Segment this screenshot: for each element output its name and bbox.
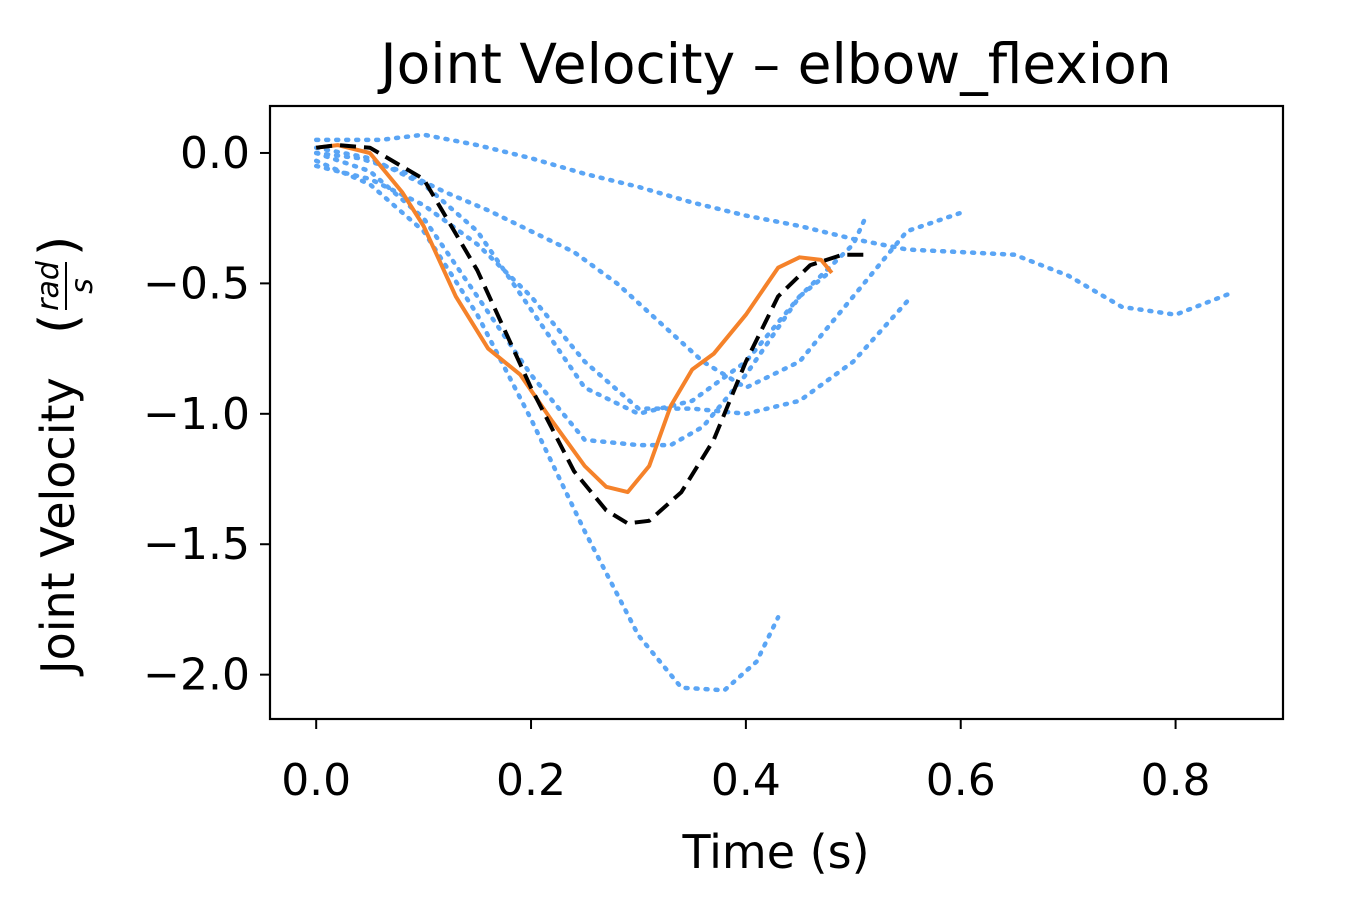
y-tick-label: −1.0: [143, 389, 250, 440]
x-axis-label: Time (s): [681, 825, 869, 879]
y-axis: 0.0 −0.5 −1.0 −1.5 −2.0: [143, 128, 270, 701]
plot-area: [313, 132, 1232, 693]
y-axis-label-group: Joint Velocity ( rad s ): [29, 236, 100, 677]
series-line-6: [313, 158, 781, 693]
x-axis: 0.0 0.2 0.4 0.6 0.8: [281, 719, 1211, 806]
chart-title: Joint Velocity – elbow_flexion: [377, 32, 1171, 96]
x-tick-label: 0.4: [711, 755, 781, 806]
series-line-7: [315, 143, 834, 495]
y-unit-numerator: rad: [31, 260, 66, 311]
x-tick-label: 0.2: [496, 755, 566, 806]
y-unit-open-paren: (: [29, 314, 89, 334]
series-line-8: [315, 143, 864, 526]
y-tick-label: −0.5: [143, 258, 250, 309]
series-line-1: [313, 132, 1232, 317]
axes-frame: [268, 104, 1285, 721]
x-tick-label: 0.0: [281, 755, 351, 806]
y-axis-label: Joint Velocity: [31, 377, 85, 677]
x-tick-label: 0.6: [926, 755, 996, 806]
y-tick-label: −1.5: [143, 519, 250, 570]
y-tick-label: 0.0: [180, 128, 250, 179]
y-unit-close-paren: ): [29, 236, 89, 256]
series-line-5: [313, 150, 835, 448]
series-line-2: [313, 150, 963, 390]
y-unit-denominator: s: [65, 278, 100, 294]
x-tick-label: 0.8: [1141, 755, 1211, 806]
y-tick-label: −2.0: [143, 650, 250, 701]
